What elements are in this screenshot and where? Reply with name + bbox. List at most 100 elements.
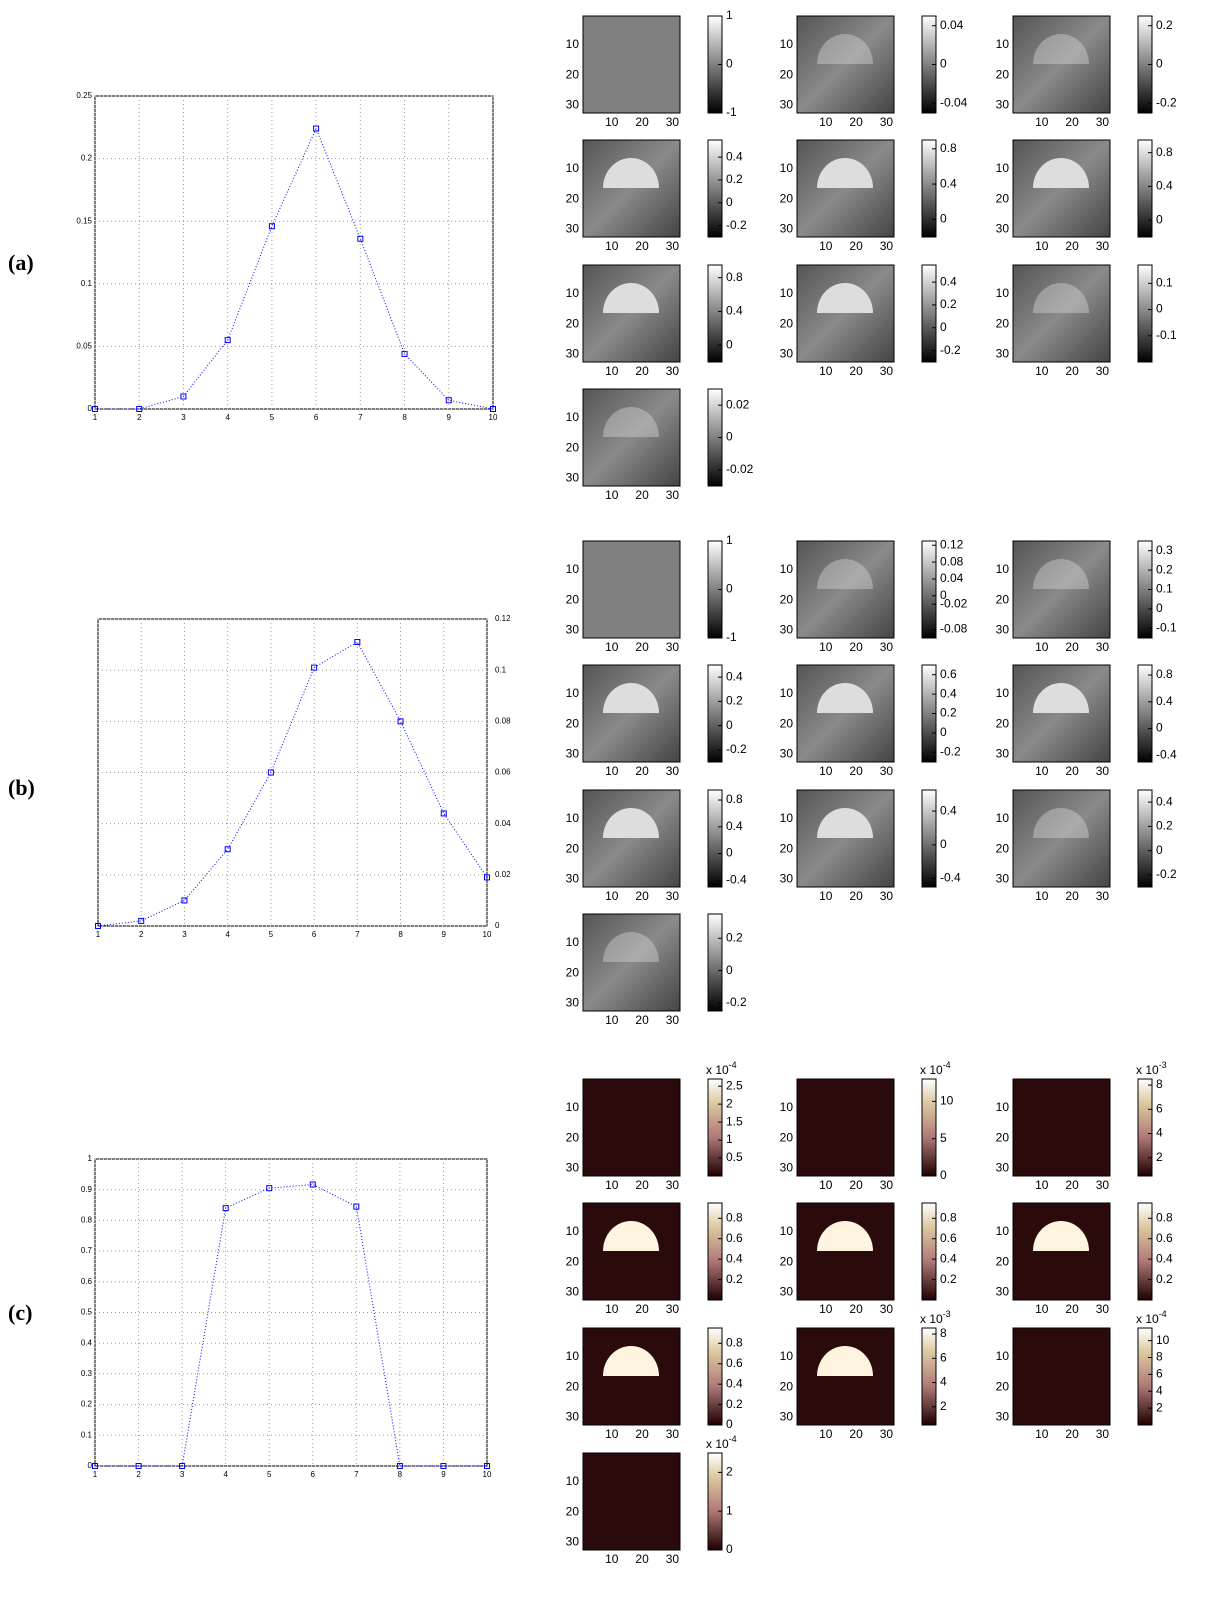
colorbar-tick-label: 1 (726, 8, 733, 22)
colorbar-tick-label: 0.6 (940, 667, 957, 681)
colorbar (1137, 789, 1153, 888)
colorbar-tick-label: 0.4 (1156, 694, 1173, 708)
colorbar-tick-label: 0.8 (1156, 667, 1173, 681)
colorbar-tick-label: 0.2 (726, 172, 743, 186)
colorbar (921, 139, 937, 238)
y-tick-label: 0.05 (76, 342, 92, 351)
image-x-tick-label: 20 (1065, 239, 1079, 253)
colorbar-tick-label: 0.6 (726, 1231, 743, 1245)
image-y-tick-label: 30 (996, 347, 1010, 361)
x-tick-label: 8 (398, 1470, 403, 1479)
panel-label: (c) (8, 1300, 32, 1325)
image (582, 264, 681, 363)
image-x-tick-label: 20 (849, 239, 863, 253)
y-tick-label: 0.02 (495, 870, 511, 879)
colorbar-tick-label: 0 (726, 582, 733, 596)
data-point (266, 1185, 273, 1192)
image (1012, 15, 1111, 114)
image-y-tick-label: 20 (566, 592, 580, 606)
x-tick-label: 7 (358, 413, 363, 422)
y-tick-label: 0 (88, 404, 93, 413)
image-y-tick-label: 30 (566, 471, 580, 485)
colorbar-tick-label: 8 (1156, 1350, 1163, 1364)
colorbar-tick-label: 1 (726, 1503, 733, 1517)
image-x-tick-label: 20 (1065, 115, 1079, 129)
colorbar-tick-label: 0.4 (726, 304, 743, 318)
image-y-tick-label: 20 (780, 716, 794, 730)
colorbar-tick-label: 5 (940, 1131, 947, 1145)
colorbar (921, 264, 937, 363)
colorbar-tick-label: 0.8 (726, 792, 743, 806)
image-x-tick-label: 30 (1096, 1302, 1110, 1316)
colorbar-tick-label: -0.2 (726, 218, 747, 232)
image (796, 1327, 895, 1426)
image-x-tick-label: 20 (635, 1552, 649, 1566)
image-y-tick-label: 10 (566, 562, 580, 576)
colorbar-tick-label: 0.2 (940, 1272, 957, 1286)
colorbar-tick-label: -0.2 (1156, 867, 1177, 881)
x-tick-label: 4 (223, 1470, 228, 1479)
colorbar-tick-label: 0.6 (726, 1356, 743, 1370)
y-tick-label: 0.6 (81, 1277, 93, 1286)
colorbar (707, 1327, 723, 1426)
data-point (268, 223, 275, 230)
image-y-tick-label: 20 (780, 67, 794, 81)
image-shape (603, 283, 659, 313)
colorbar-tick-label: -0.2 (726, 995, 747, 1009)
image-y-tick-label: 30 (780, 623, 794, 637)
image-x-tick-label: 10 (605, 1427, 619, 1441)
image-x-tick-label: 30 (666, 1178, 680, 1192)
colorbar-tick-label: 4 (1156, 1383, 1163, 1397)
colorbar-tick-label: 10 (1156, 1333, 1170, 1347)
y-tick-label: 0.3 (81, 1369, 93, 1378)
multiplier-exponent: -3 (943, 1309, 951, 1319)
colorbar-tick-label: -0.4 (726, 872, 747, 886)
x-tick-label: 6 (311, 1470, 316, 1479)
image-y-tick-label: 20 (566, 191, 580, 205)
colorbar-tick-label: 2.5 (726, 1078, 743, 1092)
image-y-tick-label: 30 (566, 1410, 580, 1424)
data-point (440, 810, 447, 817)
colorbar-tick-label: 2 (726, 1096, 733, 1110)
colorbar (707, 1202, 723, 1301)
image (796, 664, 895, 763)
colorbar-tick-label: 0.6 (940, 1231, 957, 1245)
image-y-tick-label: 20 (566, 440, 580, 454)
image (582, 540, 681, 639)
image-x-tick-label: 30 (666, 889, 680, 903)
image-x-tick-label: 30 (1096, 115, 1110, 129)
image-y-tick-label: 10 (566, 161, 580, 175)
y-tick-label: 0.04 (495, 819, 511, 828)
image-y-tick-label: 20 (566, 841, 580, 855)
image-x-tick-label: 30 (880, 1427, 894, 1441)
image-y-tick-label: 20 (780, 191, 794, 205)
image-x-tick-label: 30 (880, 115, 894, 129)
colorbar-tick-label: 0.3 (1156, 543, 1173, 557)
data-point (397, 718, 404, 725)
data-point (484, 874, 490, 881)
colorbar (1137, 1078, 1153, 1177)
image-y-tick-label: 20 (996, 841, 1010, 855)
colorbar-tick-label: 0 (1156, 721, 1163, 735)
panel-label: (a) (8, 250, 34, 275)
colorbar-tick-label: -0.2 (1156, 95, 1177, 109)
data-point (180, 393, 187, 400)
colorbar-multiplier: x 10-4 (920, 1060, 951, 1077)
image-shape (1033, 808, 1089, 838)
colorbar-multiplier: x 10-3 (1136, 1060, 1167, 1077)
image-y-tick-label: 10 (996, 161, 1010, 175)
y-tick-label: 0.12 (495, 614, 511, 623)
colorbar-tick-label: 0 (940, 320, 947, 334)
colorbar-tick-label: 0.2 (726, 930, 743, 944)
image-x-tick-label: 30 (666, 1552, 680, 1566)
colorbar (1137, 664, 1153, 763)
y-tick-label: 0.2 (81, 1400, 93, 1409)
image-y-tick-label: 30 (780, 1285, 794, 1299)
colorbar-tick-label: 0.4 (726, 149, 743, 163)
data-point (179, 1463, 186, 1469)
colorbar-tick-label: 4 (1156, 1126, 1163, 1140)
image-shape (1033, 683, 1089, 713)
image-x-tick-label: 10 (1035, 239, 1049, 253)
y-tick-label: 0.15 (76, 216, 92, 225)
image (582, 913, 681, 1012)
